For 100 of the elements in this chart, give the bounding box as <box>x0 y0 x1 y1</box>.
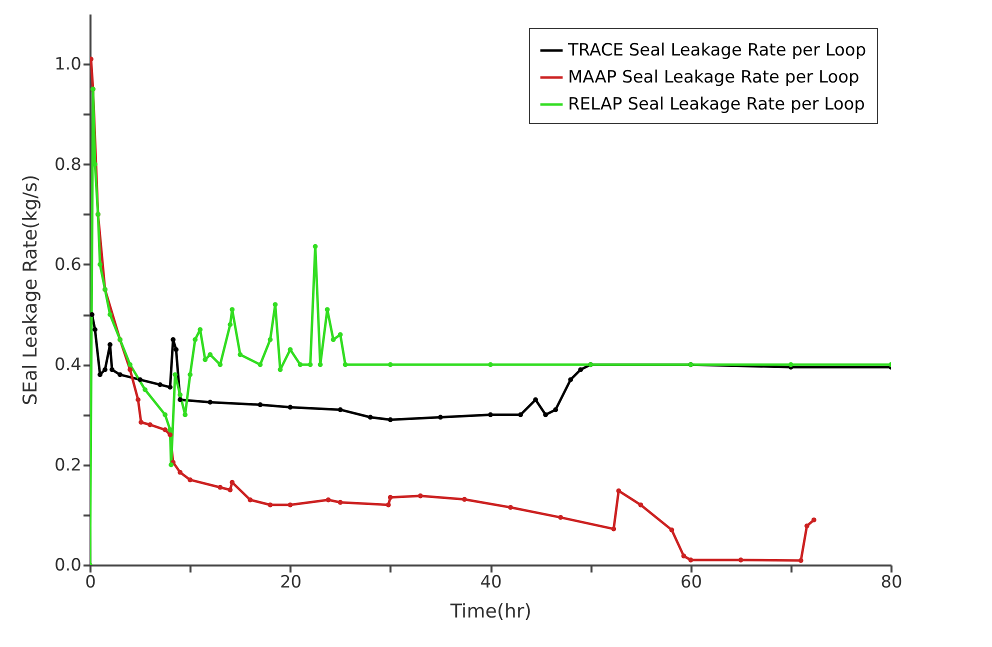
point <box>386 502 391 508</box>
point <box>208 352 213 358</box>
point <box>533 397 538 402</box>
point <box>388 494 393 500</box>
x-tick-label: 80 <box>880 572 902 592</box>
point <box>110 367 114 372</box>
point <box>108 312 112 317</box>
y-tick-label: 0.0 <box>54 556 82 576</box>
point <box>170 337 176 342</box>
legend-label: MAAP Seal Leakage Rate per Loop <box>568 68 860 88</box>
y-tick-label: 0.2 <box>54 455 82 476</box>
point <box>288 502 293 508</box>
point <box>172 372 178 378</box>
y-tick-label: 0.4 <box>54 355 82 376</box>
point <box>258 362 263 368</box>
point <box>178 470 183 475</box>
point <box>188 372 193 378</box>
point <box>138 420 144 425</box>
point <box>158 382 163 388</box>
point <box>136 397 141 402</box>
point <box>228 322 233 328</box>
x-tick-label: 60 <box>680 572 702 592</box>
point <box>174 347 179 352</box>
point <box>553 407 558 412</box>
point <box>148 422 153 428</box>
point <box>804 523 810 528</box>
point <box>128 362 132 368</box>
point <box>230 480 235 485</box>
x-tick-label: 40 <box>480 572 502 592</box>
point <box>338 407 343 412</box>
point <box>118 372 122 378</box>
point <box>178 397 183 402</box>
point <box>258 402 263 408</box>
point <box>578 367 584 372</box>
point <box>342 362 348 368</box>
point <box>90 312 94 317</box>
point <box>92 327 98 332</box>
point <box>162 427 168 432</box>
point <box>268 337 273 342</box>
point <box>388 417 393 422</box>
point <box>162 412 168 418</box>
point <box>418 493 423 498</box>
point <box>681 554 686 558</box>
point <box>98 372 102 378</box>
point <box>543 412 548 418</box>
point <box>272 302 278 307</box>
point <box>168 384 173 390</box>
point <box>312 244 318 249</box>
point <box>788 362 794 368</box>
point <box>192 337 198 342</box>
point <box>168 432 173 438</box>
point <box>738 558 744 562</box>
y-axis-title: SEal Leakage Rate(kg/s) <box>19 174 42 406</box>
x-axis-title: Time(hr) <box>449 600 532 622</box>
point <box>218 484 223 490</box>
point <box>230 307 235 312</box>
point <box>138 377 143 382</box>
point <box>208 400 213 405</box>
point <box>128 367 132 372</box>
point <box>108 342 112 348</box>
point <box>798 558 804 563</box>
point <box>318 362 323 368</box>
point <box>178 392 183 398</box>
point <box>616 488 622 494</box>
point <box>268 502 273 508</box>
point <box>488 362 493 368</box>
point <box>811 517 816 522</box>
point <box>168 462 174 468</box>
point <box>330 337 336 342</box>
point <box>508 504 513 510</box>
point <box>98 262 102 267</box>
point <box>388 362 393 368</box>
point <box>288 404 293 410</box>
point <box>638 502 644 508</box>
y-tick-label: 0.8 <box>54 154 82 175</box>
point <box>568 377 574 382</box>
point <box>228 487 233 492</box>
point <box>518 412 523 418</box>
point <box>238 352 243 358</box>
point <box>202 357 208 362</box>
legend-label: TRACE Seal Leakage Rate per Loop <box>567 40 866 60</box>
point <box>338 500 343 505</box>
point <box>338 332 343 338</box>
point <box>438 414 443 420</box>
legend-label: RELAP Seal Leakage Rate per Loop <box>568 94 865 114</box>
x-tick-label: 0 <box>85 572 96 592</box>
point <box>188 477 193 482</box>
point <box>182 412 188 418</box>
y-tick-label: 0.6 <box>54 254 82 275</box>
point <box>488 412 493 418</box>
point <box>611 526 616 532</box>
point <box>278 367 283 372</box>
point <box>308 362 313 368</box>
point <box>324 307 330 312</box>
point <box>326 497 331 502</box>
point <box>218 362 223 368</box>
x-tick-label: 20 <box>280 572 302 592</box>
point <box>688 558 694 562</box>
point <box>558 514 564 520</box>
point <box>368 414 373 420</box>
